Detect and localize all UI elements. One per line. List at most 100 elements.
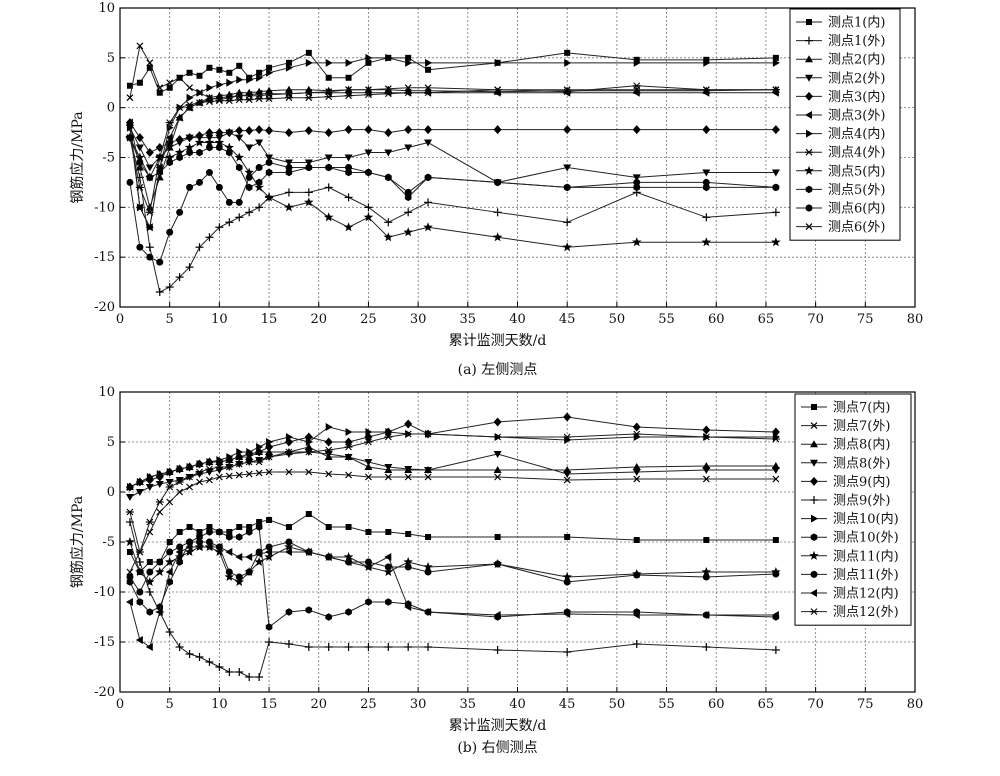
data-point [234, 577, 245, 587]
data-point [176, 488, 184, 496]
data-point [156, 470, 164, 478]
panel-caption: (a) 左侧测点 [458, 362, 538, 378]
data-point [145, 208, 154, 216]
data-point [136, 598, 144, 606]
data-point [135, 567, 145, 577]
x-tick-label: 60 [708, 312, 725, 327]
data-point [325, 423, 333, 431]
data-point [345, 74, 352, 81]
data-point [384, 128, 393, 138]
data-point [343, 552, 354, 562]
data-point [146, 568, 154, 576]
data-point [365, 59, 372, 66]
data-point [145, 577, 155, 587]
data-point [344, 193, 353, 202]
data-point [304, 197, 314, 207]
data-point [136, 158, 144, 167]
data-point [206, 524, 213, 530]
data-point [703, 537, 710, 543]
data-point [185, 473, 194, 481]
data-point [492, 232, 503, 242]
data-point [235, 134, 244, 142]
data-point [345, 428, 353, 436]
legend: 测点1(内) 测点1(外) 测点2(内) 测点2(外) 测点3(内) 测点3(外) 测点4(… [789, 8, 901, 241]
data-point [304, 448, 313, 456]
data-point [265, 91, 273, 99]
data-point [324, 128, 333, 138]
series-line [129, 471, 776, 573]
data-point [175, 104, 184, 112]
data-point [145, 484, 154, 491]
data-point [304, 643, 313, 651]
data-point [254, 182, 264, 192]
x-tick-label: 55 [658, 697, 675, 712]
data-point [245, 173, 253, 181]
data-point [703, 56, 710, 63]
data-point [365, 598, 372, 606]
data-point [304, 94, 313, 102]
data-point [185, 650, 194, 658]
data-point [404, 188, 412, 196]
data-point [196, 89, 203, 97]
data-point [165, 483, 174, 491]
data-point [563, 433, 572, 441]
data-point [155, 481, 164, 488]
data-point [206, 83, 214, 92]
data-point [325, 163, 333, 171]
series-5 [125, 412, 780, 492]
data-point [404, 84, 412, 92]
x-tick-label: 60 [708, 697, 725, 712]
data-point [494, 560, 502, 568]
legend-label: 测点11(外) [833, 568, 899, 583]
series-line [129, 526, 776, 628]
legend-label: 测点3(外) [828, 109, 885, 124]
data-point [186, 93, 194, 102]
legend-label: 测点9(内) [833, 474, 890, 490]
legend-marker [805, 223, 813, 231]
data-point [772, 537, 779, 543]
data-point [136, 588, 144, 596]
data-point [404, 563, 412, 571]
data-point [125, 118, 133, 127]
data-point [771, 208, 780, 217]
data-point [365, 473, 372, 481]
data-point [155, 288, 164, 297]
data-point [384, 553, 392, 561]
data-point [494, 178, 502, 186]
data-point [235, 573, 243, 581]
data-point [136, 42, 144, 50]
data-point [255, 458, 264, 466]
series-line [129, 44, 776, 101]
legend-item: 测点5(外) [796, 183, 885, 198]
data-point [284, 202, 294, 212]
data-point [324, 553, 332, 561]
y-tick-label: -5 [102, 535, 115, 550]
legend-marker [810, 459, 818, 467]
y-tick-label: -10 [94, 585, 115, 600]
data-point [206, 476, 213, 484]
x-tick-label: 30 [410, 697, 427, 712]
legend-label: 测点6(内) [828, 201, 885, 217]
data-point [701, 567, 712, 577]
data-point [771, 237, 781, 247]
data-point [225, 128, 234, 138]
legend-marker [806, 19, 812, 25]
data-point [166, 539, 173, 545]
data-point [255, 469, 263, 477]
data-point [493, 417, 502, 427]
legend-item: 测点7(外) [801, 419, 890, 434]
data-point [632, 611, 640, 619]
data-point [224, 142, 235, 152]
data-point [325, 524, 332, 530]
data-point [771, 435, 780, 443]
legend-box [789, 8, 901, 241]
legend-item: 测点5(内) [796, 163, 885, 179]
y-tick-label: -20 [94, 685, 115, 700]
data-point [145, 643, 153, 651]
data-point [215, 183, 223, 191]
data-point [404, 144, 413, 152]
x-tick-label: 20 [310, 697, 327, 712]
data-point [265, 158, 273, 166]
series-6 [125, 518, 780, 681]
legend-marker [811, 514, 818, 523]
